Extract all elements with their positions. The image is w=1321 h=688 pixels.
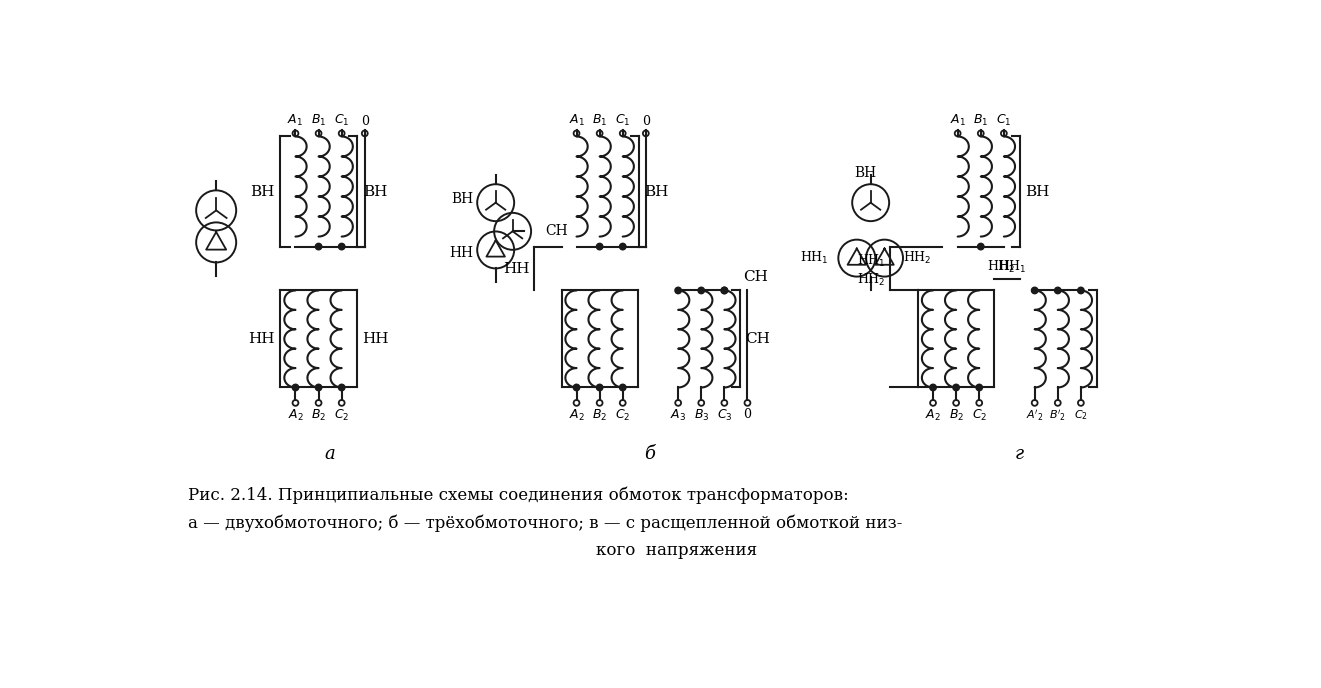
- Circle shape: [721, 287, 728, 294]
- Text: $A_3$: $A_3$: [670, 408, 686, 423]
- Text: б: б: [645, 445, 655, 464]
- Circle shape: [620, 244, 626, 250]
- Text: а — двухобмоточного; б — трёхобмоточного; в — с расщепленной обмоткой низ-: а — двухобмоточного; б — трёхобмоточного…: [188, 514, 902, 532]
- Text: $B_1$: $B_1$: [974, 113, 988, 128]
- Text: ВН: ВН: [363, 184, 387, 199]
- Text: $B_2$: $B_2$: [948, 408, 964, 423]
- Text: $A_2$: $A_2$: [925, 408, 941, 423]
- Text: $B_3$: $B_3$: [694, 408, 709, 423]
- Text: $C_2$: $C_2$: [971, 408, 987, 423]
- Circle shape: [675, 287, 682, 294]
- Text: $C_2$: $C_2$: [1074, 408, 1087, 422]
- Text: НН: НН: [449, 246, 473, 259]
- Text: $C_2$: $C_2$: [334, 408, 349, 423]
- Text: НН: НН: [362, 332, 388, 346]
- Text: ВН: ВН: [1025, 184, 1049, 199]
- Text: СН: СН: [744, 270, 768, 284]
- Text: $C_1$: $C_1$: [616, 113, 630, 128]
- Circle shape: [1078, 287, 1085, 294]
- Text: $B_2$: $B_2$: [310, 408, 326, 423]
- Text: Рис. 2.14. Принципиальные схемы соединения обмоток трансформаторов:: Рис. 2.14. Принципиальные схемы соединен…: [188, 486, 848, 504]
- Text: 0: 0: [361, 115, 369, 128]
- Circle shape: [697, 287, 704, 294]
- Text: СН: СН: [745, 332, 770, 346]
- Circle shape: [596, 384, 602, 391]
- Circle shape: [952, 384, 959, 391]
- Text: $C_3$: $C_3$: [716, 408, 732, 423]
- Circle shape: [930, 384, 937, 391]
- Circle shape: [976, 384, 983, 391]
- Circle shape: [338, 244, 345, 250]
- Text: ВН: ВН: [452, 192, 473, 206]
- Text: $A_1$: $A_1$: [950, 113, 966, 128]
- Text: кого  напряжения: кого напряжения: [596, 542, 757, 559]
- Text: ВН: ВН: [855, 166, 876, 180]
- Text: $A'_2$: $A'_2$: [1026, 408, 1044, 423]
- Text: $A_2$: $A_2$: [288, 408, 304, 423]
- Circle shape: [721, 287, 728, 294]
- Text: НН$_2$: НН$_2$: [904, 250, 931, 266]
- Text: ВН: ВН: [643, 184, 668, 199]
- Text: $C_1$: $C_1$: [996, 113, 1012, 128]
- Text: $B_1$: $B_1$: [592, 113, 608, 128]
- Text: НН$_2$: НН$_2$: [987, 259, 1016, 275]
- Text: $B'_2$: $B'_2$: [1049, 408, 1066, 423]
- Text: НН: НН: [248, 332, 275, 346]
- Circle shape: [573, 384, 580, 391]
- Circle shape: [620, 384, 626, 391]
- Text: а: а: [325, 445, 336, 464]
- Text: СН: СН: [546, 224, 568, 238]
- Text: НН: НН: [503, 261, 530, 275]
- Text: $A_1$: $A_1$: [288, 113, 304, 128]
- Text: $B_1$: $B_1$: [310, 113, 326, 128]
- Text: $C_1$: $C_1$: [334, 113, 350, 128]
- Text: $A_1$: $A_1$: [568, 113, 584, 128]
- Circle shape: [316, 384, 322, 391]
- Circle shape: [1032, 287, 1038, 294]
- Text: ВН: ВН: [250, 184, 275, 199]
- Circle shape: [1054, 287, 1061, 294]
- Text: НН$_1$: НН$_1$: [801, 250, 830, 266]
- Circle shape: [338, 384, 345, 391]
- Text: НН$_2$: НН$_2$: [857, 272, 885, 288]
- Circle shape: [316, 244, 322, 250]
- Text: $B_2$: $B_2$: [592, 408, 608, 423]
- Circle shape: [978, 244, 984, 250]
- Text: $C_2$: $C_2$: [616, 408, 630, 423]
- Text: $A_2$: $A_2$: [568, 408, 584, 423]
- Circle shape: [596, 244, 602, 250]
- Text: г: г: [1015, 445, 1024, 464]
- Text: 0: 0: [642, 115, 650, 128]
- Text: 0: 0: [744, 408, 752, 421]
- Text: НН$_1$: НН$_1$: [857, 252, 885, 269]
- Circle shape: [292, 384, 299, 391]
- Text: НН$_1$: НН$_1$: [999, 259, 1026, 275]
